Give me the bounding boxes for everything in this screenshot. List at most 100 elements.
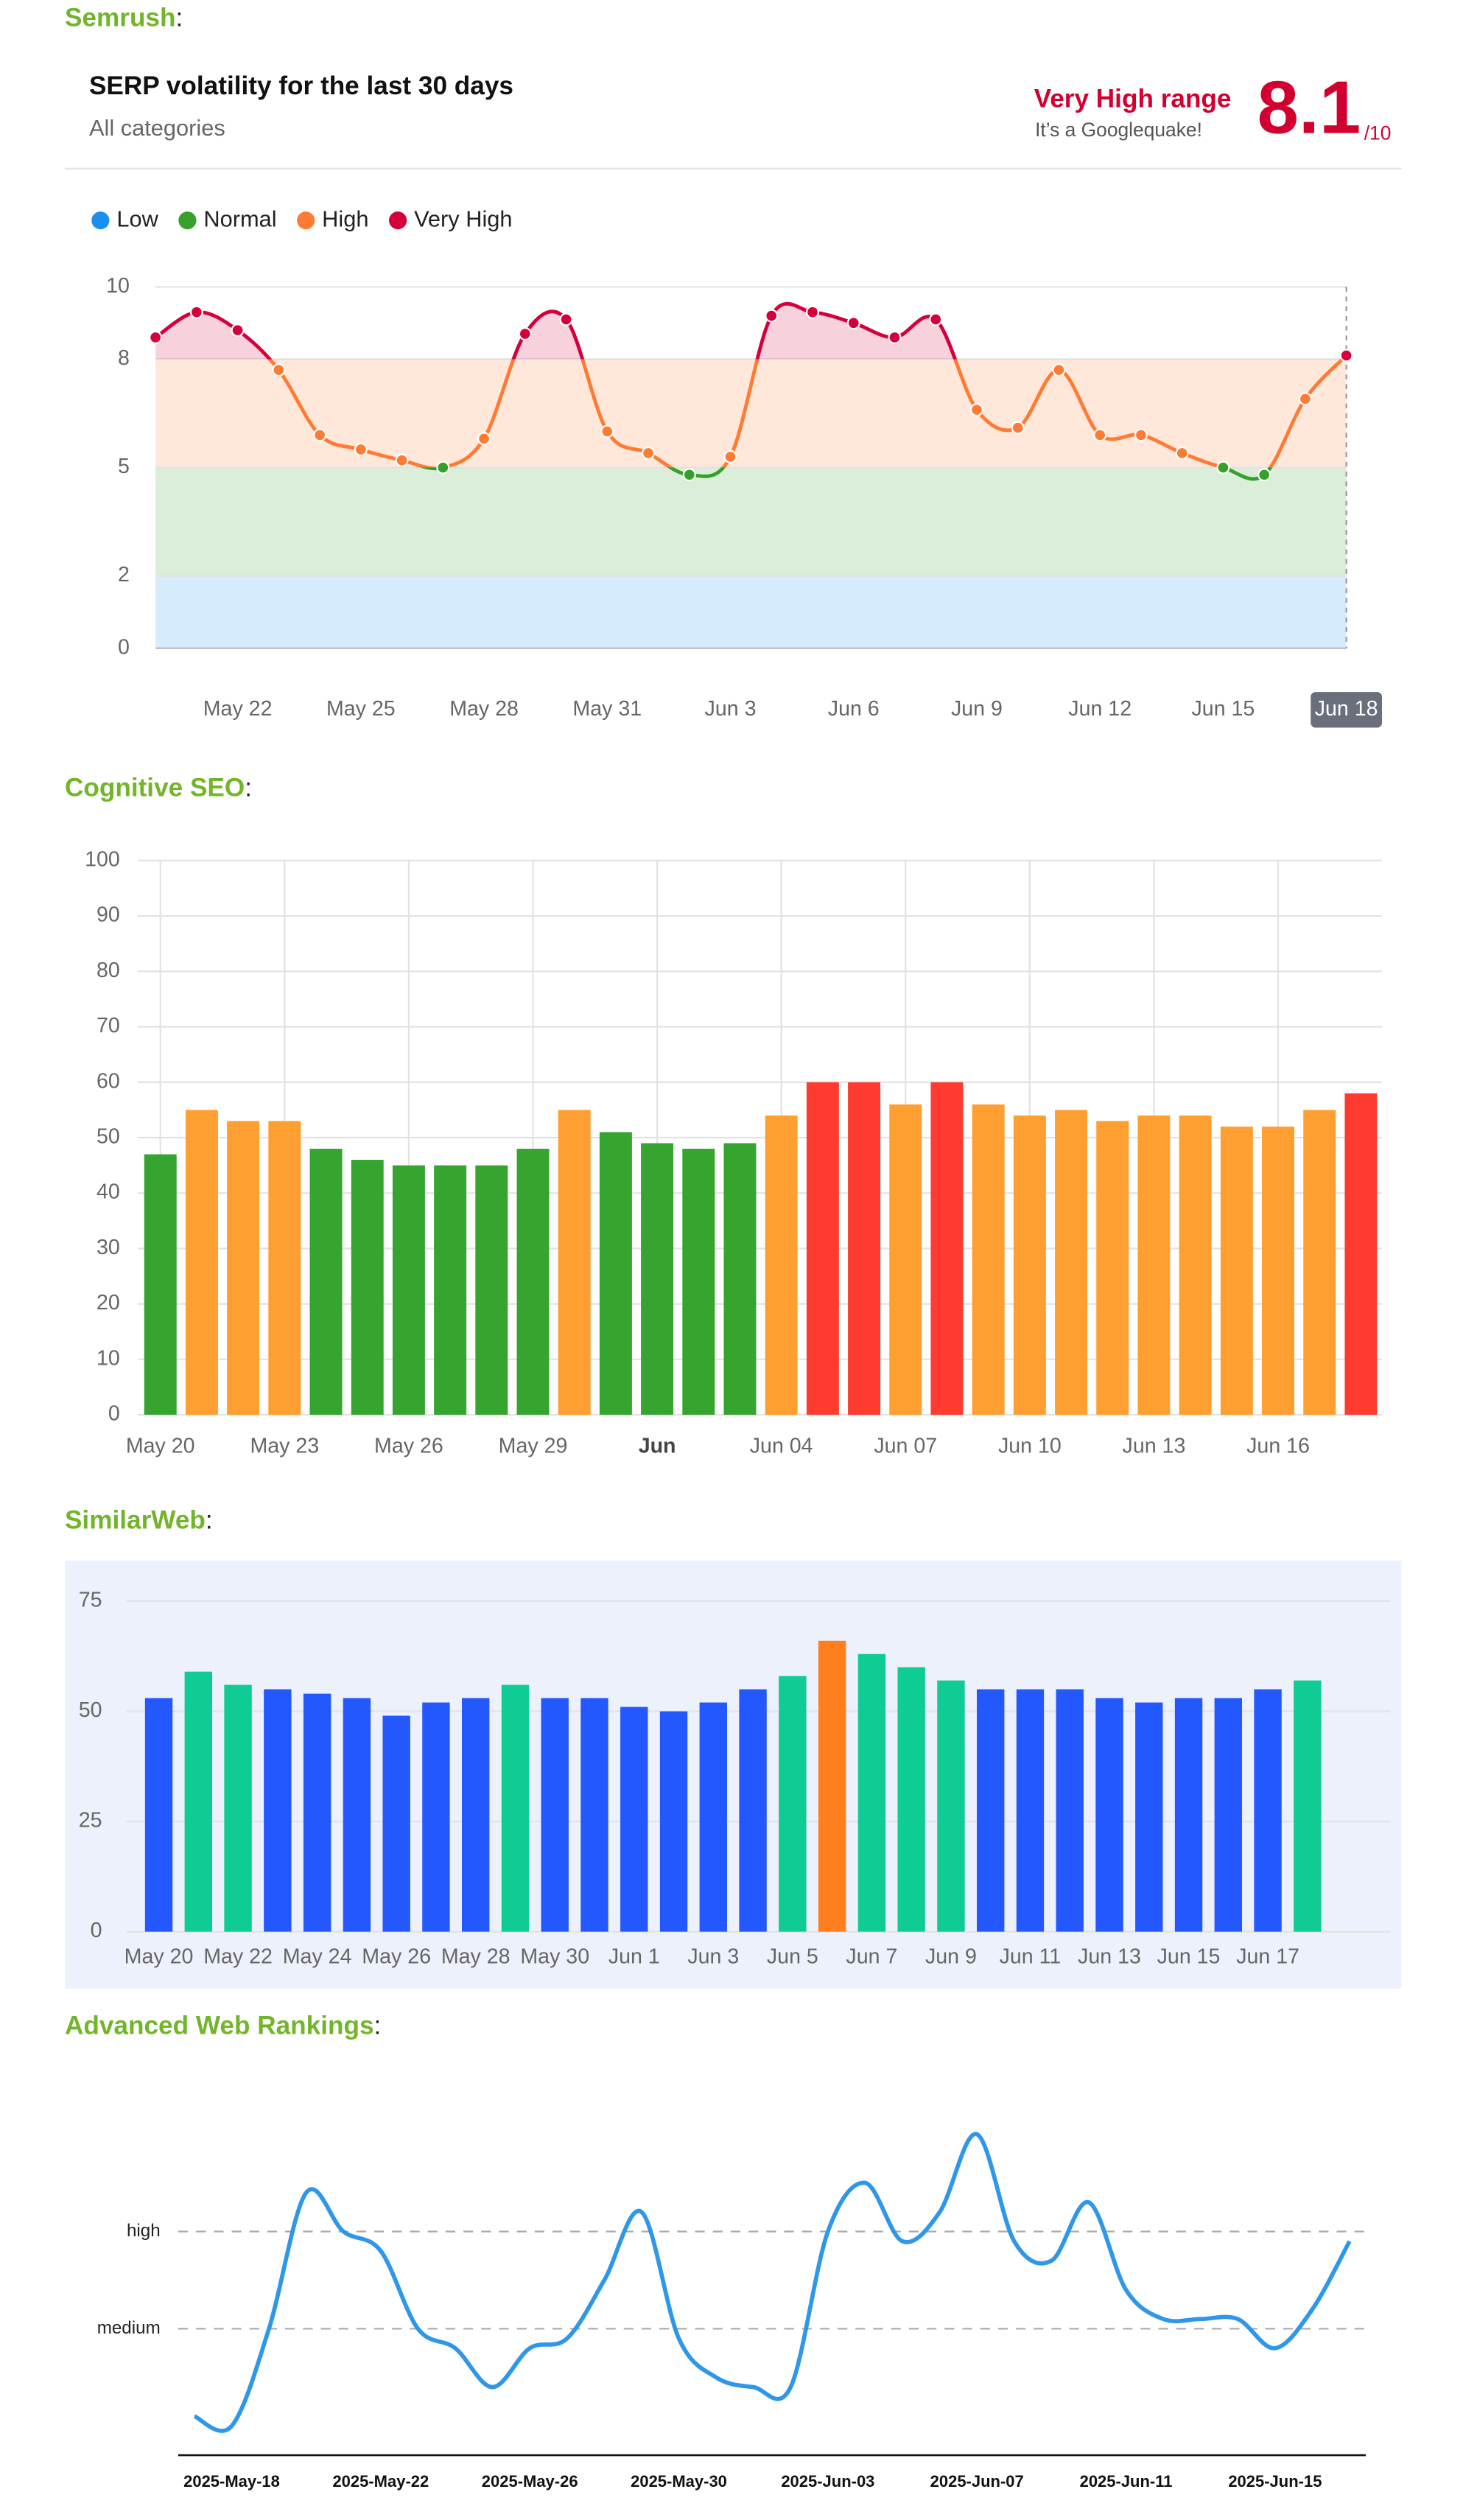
- bar: [818, 1640, 846, 1932]
- point: [600, 424, 614, 438]
- point: [723, 449, 737, 463]
- x-tick-label: Jun 07: [874, 1435, 937, 1458]
- chart-subtitle: All categories: [89, 115, 225, 141]
- x-tick-label: Jun 17: [1236, 1945, 1299, 1968]
- bar: [392, 1165, 425, 1415]
- x-highlight-box: [1311, 692, 1383, 728]
- bar: [1303, 1110, 1336, 1415]
- bar: [977, 1689, 1005, 1932]
- score-suffix: /10: [1364, 122, 1392, 144]
- bar: [1174, 1698, 1203, 1932]
- legend-label: High: [322, 206, 368, 231]
- x-tick-label: Jun 15: [1157, 1945, 1221, 1968]
- bar: [144, 1154, 177, 1415]
- y-tick-label: 100: [85, 847, 120, 871]
- x-tick-label: May 20: [124, 1945, 194, 1968]
- bar: [475, 1165, 508, 1415]
- section-heading: Semrush: [65, 4, 176, 32]
- point: [1216, 461, 1230, 475]
- legend-label: Very High: [414, 206, 512, 231]
- x-tick-label: 2025-May-26: [482, 2472, 578, 2491]
- bar: [897, 1667, 925, 1932]
- x-tick-label: Jun 13: [1123, 1435, 1186, 1458]
- x-tick-label: Jun 16: [1246, 1435, 1310, 1458]
- point: [395, 453, 409, 467]
- y-tick-label: 5: [118, 455, 130, 478]
- x-tick-label: May 26: [362, 1945, 431, 1968]
- legend-marker: [178, 211, 197, 230]
- section-heading-suffix: :: [206, 1505, 213, 1534]
- bar: [343, 1698, 371, 1932]
- bar: [641, 1143, 674, 1415]
- point: [189, 305, 203, 319]
- y-tick-label: medium: [97, 2318, 161, 2338]
- bar: [972, 1104, 1005, 1415]
- x-tick-label: Jun 1: [608, 1945, 660, 1968]
- score: 8.1: [1257, 66, 1361, 150]
- y-tick-label: 40: [97, 1180, 120, 1204]
- x-tick-label: Jun 13: [1078, 1945, 1141, 1968]
- bar: [1137, 1115, 1171, 1415]
- point: [1298, 392, 1312, 406]
- bar: [224, 1684, 252, 1932]
- y-tick-label: 30: [97, 1236, 120, 1259]
- point: [1339, 349, 1353, 363]
- bar: [268, 1121, 301, 1415]
- point: [846, 316, 860, 330]
- bar: [264, 1689, 292, 1932]
- point: [1257, 468, 1271, 482]
- x-tick-label: 2025-May-18: [183, 2472, 280, 2491]
- bar: [1254, 1689, 1282, 1932]
- x-tick-label: 2025-May-30: [631, 2472, 727, 2491]
- bar: [937, 1680, 965, 1932]
- y-tick-label: 0: [108, 1402, 120, 1426]
- bar: [541, 1698, 569, 1932]
- chart-title: SERP volatility for the last 30 days: [89, 71, 513, 100]
- point: [969, 403, 983, 417]
- bar: [309, 1148, 343, 1415]
- section-heading-suffix: :: [175, 4, 183, 32]
- point: [231, 323, 245, 337]
- x-tick-label: 2025-Jun-03: [781, 2472, 874, 2491]
- y-tick-label: high: [127, 2221, 161, 2241]
- section-heading-suffix: :: [245, 773, 252, 802]
- x-tick-label: May 30: [520, 1945, 589, 1968]
- bar: [682, 1148, 715, 1415]
- x-tick-label: Jun 9: [925, 1945, 977, 1968]
- bar: [1056, 1689, 1084, 1932]
- bar: [620, 1707, 648, 1932]
- x-tick-label: Jun 5: [767, 1945, 818, 1968]
- x-tick-label: May 28: [441, 1945, 511, 1968]
- line: [193, 2132, 1352, 2433]
- x-tick-label: Jun: [639, 1435, 676, 1458]
- bar: [516, 1148, 550, 1415]
- x-tick-label: May 23: [250, 1435, 319, 1458]
- point: [518, 327, 532, 341]
- bar: [422, 1702, 450, 1932]
- point: [805, 305, 820, 319]
- point: [929, 312, 943, 326]
- y-tick-label: 8: [118, 346, 130, 370]
- x-tick-label: 2025-Jun-15: [1228, 2472, 1322, 2491]
- x-tick-label: May 26: [374, 1435, 443, 1458]
- bar: [185, 1110, 218, 1415]
- bar: [1095, 1698, 1123, 1932]
- bar: [558, 1110, 591, 1415]
- x-tick-label: Jun 10: [998, 1435, 1062, 1458]
- x-tick-label: May 31: [572, 697, 642, 721]
- bar: [806, 1082, 839, 1415]
- y-tick-label: 75: [79, 1589, 102, 1612]
- x-tick-label: May 24: [283, 1945, 352, 1968]
- x-tick-label: Jun 18: [1315, 697, 1378, 721]
- range-label: Very High range: [1034, 85, 1232, 113]
- x-tick-label: Jun 9: [951, 697, 1003, 721]
- x-tick-label: Jun 15: [1192, 697, 1255, 721]
- bar: [462, 1698, 490, 1932]
- point: [272, 363, 286, 377]
- legend-label: Normal: [203, 206, 276, 231]
- x-tick-label: Jun 3: [687, 1945, 739, 1968]
- y-tick-label: 80: [97, 959, 120, 982]
- bar: [434, 1165, 467, 1415]
- section-heading: SimilarWeb: [65, 1505, 206, 1534]
